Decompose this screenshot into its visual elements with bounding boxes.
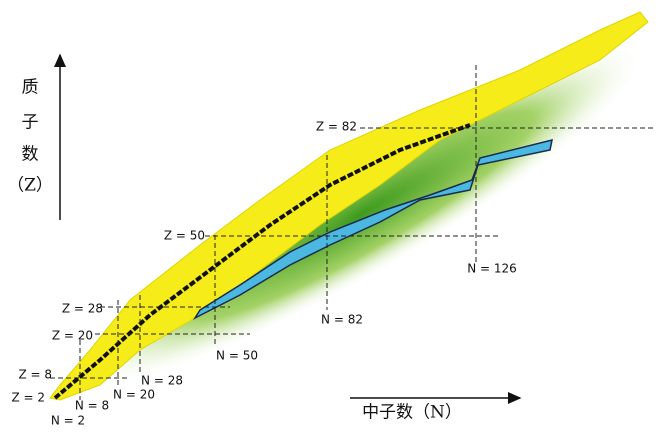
magic-z-label: Z = 50 [164, 229, 205, 243]
r-process-path [192, 138, 553, 320]
magic-n-label: N = 126 [467, 262, 517, 276]
magic-z-label: Z = 28 [62, 302, 103, 316]
magic-n-label: N = 2 [51, 414, 85, 428]
y-axis-label: 质 [22, 78, 39, 98]
magic-n-label: N = 8 [75, 399, 109, 413]
x-axis-label: 中子数（N） [362, 403, 462, 423]
magic-lines [50, 65, 655, 400]
y-axis-label: 子 [22, 113, 39, 133]
magic-z-label: Z = 2 [11, 391, 45, 405]
magic-z-label: Z = 8 [18, 368, 52, 382]
y-axis-label: 数 [22, 145, 39, 165]
magic-n-label: N = 20 [113, 388, 155, 402]
magic-z-label: Z = 20 [52, 329, 93, 343]
magic-n-label: N = 82 [321, 313, 363, 327]
magic-n-label: N = 28 [141, 374, 183, 388]
nuclide-band [49, 11, 649, 401]
magic-z-label: Z = 82 [316, 120, 357, 134]
y-axis-label: （Z） [7, 176, 53, 196]
stability-line [53, 123, 471, 400]
magic-n-label: N = 50 [216, 349, 258, 363]
